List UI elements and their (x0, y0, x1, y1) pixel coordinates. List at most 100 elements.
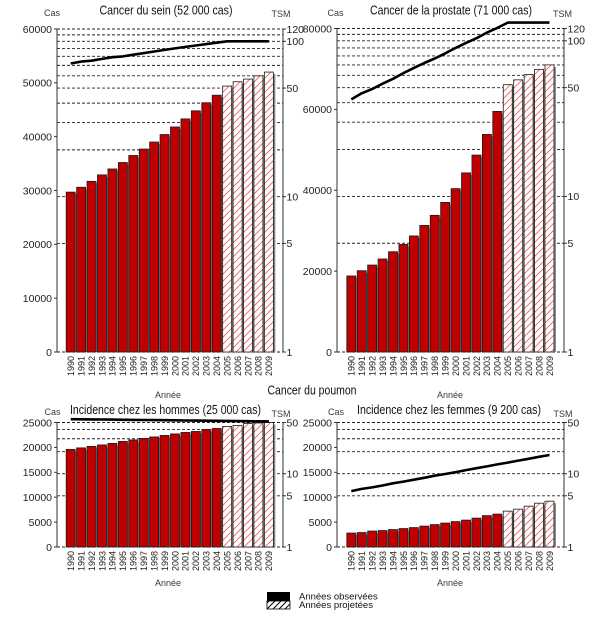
bar-observed-1997 (419, 225, 430, 353)
x-tick-label-year: 2002 (191, 551, 201, 571)
bar-observed-2001 (461, 172, 471, 353)
chart-title: Incidence chez les femmes (9 200 cas) (357, 402, 541, 417)
y-axis-label-cases: Cas (44, 407, 61, 417)
y2-tick-label: 1 (287, 542, 293, 554)
y-tick-label: 0 (326, 347, 332, 359)
x-tick-label-year: 2005 (222, 551, 232, 571)
x-tick-label-year: 2003 (202, 551, 212, 571)
x-tick-label-year: 1995 (118, 356, 128, 376)
x-tick-label-year: 1999 (440, 356, 450, 376)
bar-observed-1991 (76, 186, 87, 353)
bar-observed-2003 (201, 429, 212, 548)
bar-observed-1993 (97, 174, 107, 353)
y2-tick-label: 5 (287, 491, 293, 503)
x-tick-label-year: 1997 (139, 551, 149, 571)
bar-observed-2002 (190, 110, 201, 353)
bar-observed-2002 (471, 517, 482, 548)
bar-projected-2009 (544, 64, 555, 353)
x-tick-label-year: 2000 (170, 356, 180, 376)
x-tick-label-year: 1990 (66, 356, 76, 376)
x-tick-label-year: 1994 (388, 551, 398, 571)
bar-observed-1996 (128, 155, 139, 353)
y-tick-label: 25000 (303, 417, 332, 429)
bar-observed-1993 (377, 530, 388, 548)
x-tick-label-year: 2003 (482, 356, 492, 376)
x-tick-label-year: 2001 (181, 356, 191, 376)
y-tick-label: 20000 (303, 266, 332, 278)
bar-observed-1995 (398, 244, 409, 353)
bar-observed-1997 (138, 438, 149, 548)
x-tick-label-year: 1992 (367, 356, 377, 376)
bar-observed-1998 (429, 524, 440, 548)
x-tick-label-year: 1996 (129, 551, 139, 571)
x-tick-label-year: 2009 (264, 551, 274, 571)
x-tick-label-year: 2009 (545, 356, 555, 376)
bar-observed-2004 (211, 94, 222, 353)
legend-label-observed: Années observées (299, 592, 378, 603)
chart-title: Cancer de la prostate (71 000 cas) (370, 3, 532, 18)
x-tick-label-year: 2006 (513, 551, 523, 571)
bar-observed-1992 (367, 264, 378, 353)
y-tick-label: 0 (46, 542, 52, 554)
x-tick-label-year: 1998 (149, 356, 159, 376)
x-tick-label-year: 1998 (430, 551, 440, 571)
y2-tick-label: 1 (568, 542, 574, 554)
y2-axis-label-tsm: TSM (272, 409, 291, 419)
y-tick-label: 60000 (303, 104, 332, 116)
bar-observed-1993 (377, 258, 388, 353)
x-tick-label-year: 1999 (160, 356, 170, 376)
y2-tick-label: 100 (568, 36, 586, 48)
x-tick-label-year: 2007 (524, 356, 534, 376)
x-tick-label-year: 2005 (222, 356, 232, 376)
y2-tick-label: 50 (568, 82, 580, 94)
x-tick-label-year: 2004 (212, 551, 222, 571)
y-tick-label: 40000 (23, 131, 52, 143)
x-tick-label-year: 1990 (347, 356, 357, 376)
x-tick-label-year: 1998 (430, 356, 440, 376)
y2-tick-label: 5 (568, 491, 574, 503)
bar-projected-2009 (263, 71, 274, 353)
y-tick-label: 15000 (303, 467, 332, 479)
chart-lung-cancer-men: Incidence chez les hommes (25 000 cas) C… (23, 402, 299, 588)
bar-observed-1994 (107, 168, 118, 353)
x-tick-label-year: 1997 (139, 356, 149, 376)
x-tick-label-year: 1994 (108, 551, 118, 571)
bar-observed-2003 (481, 134, 492, 353)
x-tick-label-year: 1993 (97, 551, 107, 571)
bar-observed-2002 (190, 431, 201, 548)
y-tick-label: 10000 (23, 492, 52, 504)
x-tick-label-year: 1991 (357, 356, 367, 376)
y-tick-label: 20000 (23, 442, 52, 454)
bar-observed-1998 (149, 141, 160, 353)
x-tick-label-year: 1991 (76, 551, 86, 571)
x-tick-label-year: 2008 (254, 356, 264, 376)
bar-observed-1998 (429, 214, 440, 353)
bar-observed-1994 (388, 529, 398, 548)
bar-observed-2001 (180, 432, 191, 548)
y-tick-label: 60000 (23, 24, 52, 36)
x-tick-label-year: 1992 (87, 551, 97, 571)
chart-lung-cancer-women: Incidence chez les femmes (9 200 cas) Ca… (303, 402, 580, 588)
bar-projected-2007 (523, 505, 534, 548)
bar-projected-2008 (534, 502, 544, 548)
bar-observed-1998 (149, 436, 160, 548)
bar-projected-2006 (232, 425, 243, 548)
y-axis-label-cases: Cas (327, 8, 344, 18)
bar-observed-2004 (211, 428, 222, 548)
x-tick-label-year: 1993 (97, 356, 107, 376)
y2-tick-label: 100 (287, 36, 305, 48)
x-tick-label-year: 2008 (534, 551, 544, 571)
bar-projected-2005 (222, 85, 233, 353)
x-tick-label-year: 2009 (545, 551, 555, 571)
x-tick-label-year: 1997 (420, 356, 430, 376)
y2-tick-label: 10 (568, 469, 580, 481)
bar-observed-1999 (159, 435, 170, 548)
chart-marks: 0 10000 20000 30000 40000 50000 60000 1 5 10 50 100… (23, 24, 304, 376)
x-tick-label-year: 2004 (212, 356, 222, 376)
bar-observed-1994 (388, 251, 398, 353)
x-tick-label-year: 2002 (472, 356, 482, 376)
x-tick-label-year: 2007 (243, 356, 253, 376)
y-tick-label: 20000 (23, 239, 52, 251)
